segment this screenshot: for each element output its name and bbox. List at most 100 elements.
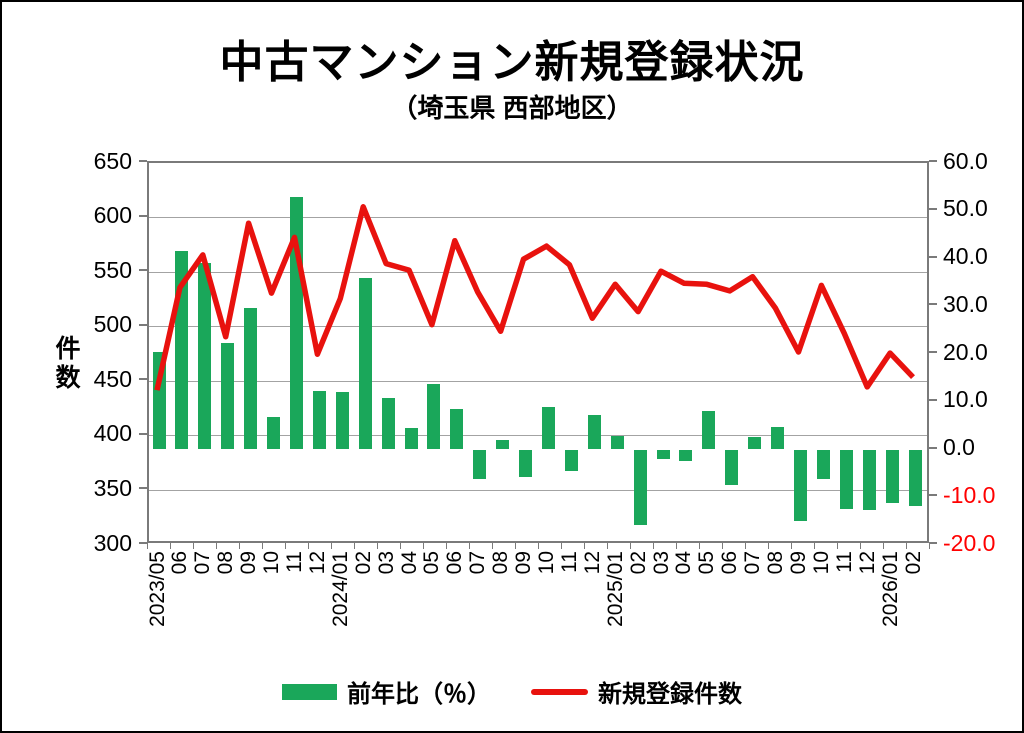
x-axis-tick [767,543,769,549]
x-axis-tick [422,543,424,549]
x-axis-tick [468,543,470,549]
x-axis-tick-label: 09 [512,551,536,575]
chart-subtitle: （埼玉県 西部地区） [391,93,633,123]
legend-line-swatch [531,688,588,695]
left-axis-tick [139,269,147,272]
bar [633,449,647,526]
bar [312,390,326,450]
x-axis-tick-label: 09 [786,551,810,575]
legend: 前年比（％） 新規登録件数 [282,674,742,709]
x-axis-tick-label: 08 [214,551,238,575]
x-axis-tick-label: 10 [534,551,558,575]
x-axis-tick-label: 11 [832,551,856,573]
x-axis-tick [721,543,723,549]
chart-title: 中古マンション新規登録状況 [219,38,805,87]
x-axis-tick [376,543,378,549]
x-axis-tick-label: 05 [695,551,719,575]
bar [381,398,395,450]
x-axis-tick [813,543,815,549]
right-axis-tick [929,207,937,210]
bar [610,436,624,450]
x-axis-tick-label: 11 [557,551,581,573]
left-axis-tick [139,542,147,544]
left-axis-tick-label: 500 [93,311,132,338]
bar [771,427,785,450]
right-axis-tick-label: 60.0 [943,147,988,174]
right-axis-tick-label: 10.0 [943,386,988,413]
left-axis-tick [139,487,147,490]
x-axis-tick-label: 10 [809,551,833,575]
x-axis-tick-label: 2025/01 [603,551,627,627]
left-axis-tick-label: 600 [93,202,132,229]
bar [335,391,349,450]
x-axis-tick [169,543,171,549]
right-axis-tick-label: 30.0 [943,290,988,317]
x-axis-tick [261,543,263,549]
bar [519,449,533,478]
right-axis-tick-label: -20.0 [943,529,996,556]
x-axis-tick [215,543,217,549]
bar [816,449,830,479]
plot-area [147,161,929,543]
x-axis-tick [928,543,930,549]
bar [793,449,807,521]
x-axis-tick [284,543,286,549]
bar [656,449,670,460]
x-axis-tick [491,543,493,549]
legend-line-label: 新規登録件数 [598,681,742,708]
x-axis-tick-label: 08 [489,551,513,575]
gridline [149,217,927,219]
x-axis-tick-label: 12 [580,551,604,575]
gridline [149,489,927,491]
x-axis-tick-label: 07 [741,551,765,575]
x-axis-tick-label: 04 [672,551,696,575]
bar [198,263,212,450]
x-axis-tick-label: 2024/01 [328,551,352,627]
line-series-layer [154,204,915,391]
x-axis-tick [445,543,447,549]
x-axis-tick-label: 03 [649,551,673,575]
right-axis-tick [929,351,937,353]
x-axis-tick [238,543,240,549]
left-axis-tick [139,214,147,217]
x-axis-tick-label: 06 [168,551,192,575]
bar [908,449,922,506]
x-axis-tick [146,543,148,549]
bar [541,407,555,450]
left-axis-tick [139,432,147,435]
x-axis-tick-label: 12 [305,551,329,575]
left-axis-tick-label: 650 [93,147,132,174]
x-axis-tick [744,543,746,549]
x-axis-tick [698,543,700,549]
x-axis-tick [353,543,355,549]
gridline [149,271,927,273]
x-axis-tick-label: 09 [237,551,261,575]
bar [587,415,601,450]
right-axis-tick-label: 0.0 [943,434,975,460]
left-axis-tick-label: 450 [93,365,132,392]
right-axis-tick-label: -10.0 [943,481,996,508]
gridline [149,380,927,382]
bar [221,343,235,450]
x-axis-tick-label: 03 [374,551,398,575]
right-axis-tick [929,160,937,162]
x-axis-tick [514,543,516,549]
right-axis-tick [929,398,937,401]
x-axis-tick [652,543,654,549]
x-axis-tick-label: 07 [466,551,490,575]
bar [564,449,578,471]
x-axis-tick-label: 12 [855,551,879,575]
x-axis-tick-label: 2023/05 [145,551,169,627]
right-axis-tick-label: 40.0 [943,243,988,269]
x-axis-tick [606,543,608,549]
x-axis-tick-label: 2026/01 [878,551,902,627]
x-axis-tick-label: 07 [191,551,215,575]
left-axis-tick [139,378,147,381]
left-axis-tick-label: 400 [93,420,132,447]
x-axis-tick-label: 02 [901,551,925,575]
x-axis-tick-label: 06 [443,551,467,575]
x-axis-tick [859,543,861,549]
right-axis-tick [929,446,937,449]
legend-bar-label: 前年比（％） [347,681,491,708]
